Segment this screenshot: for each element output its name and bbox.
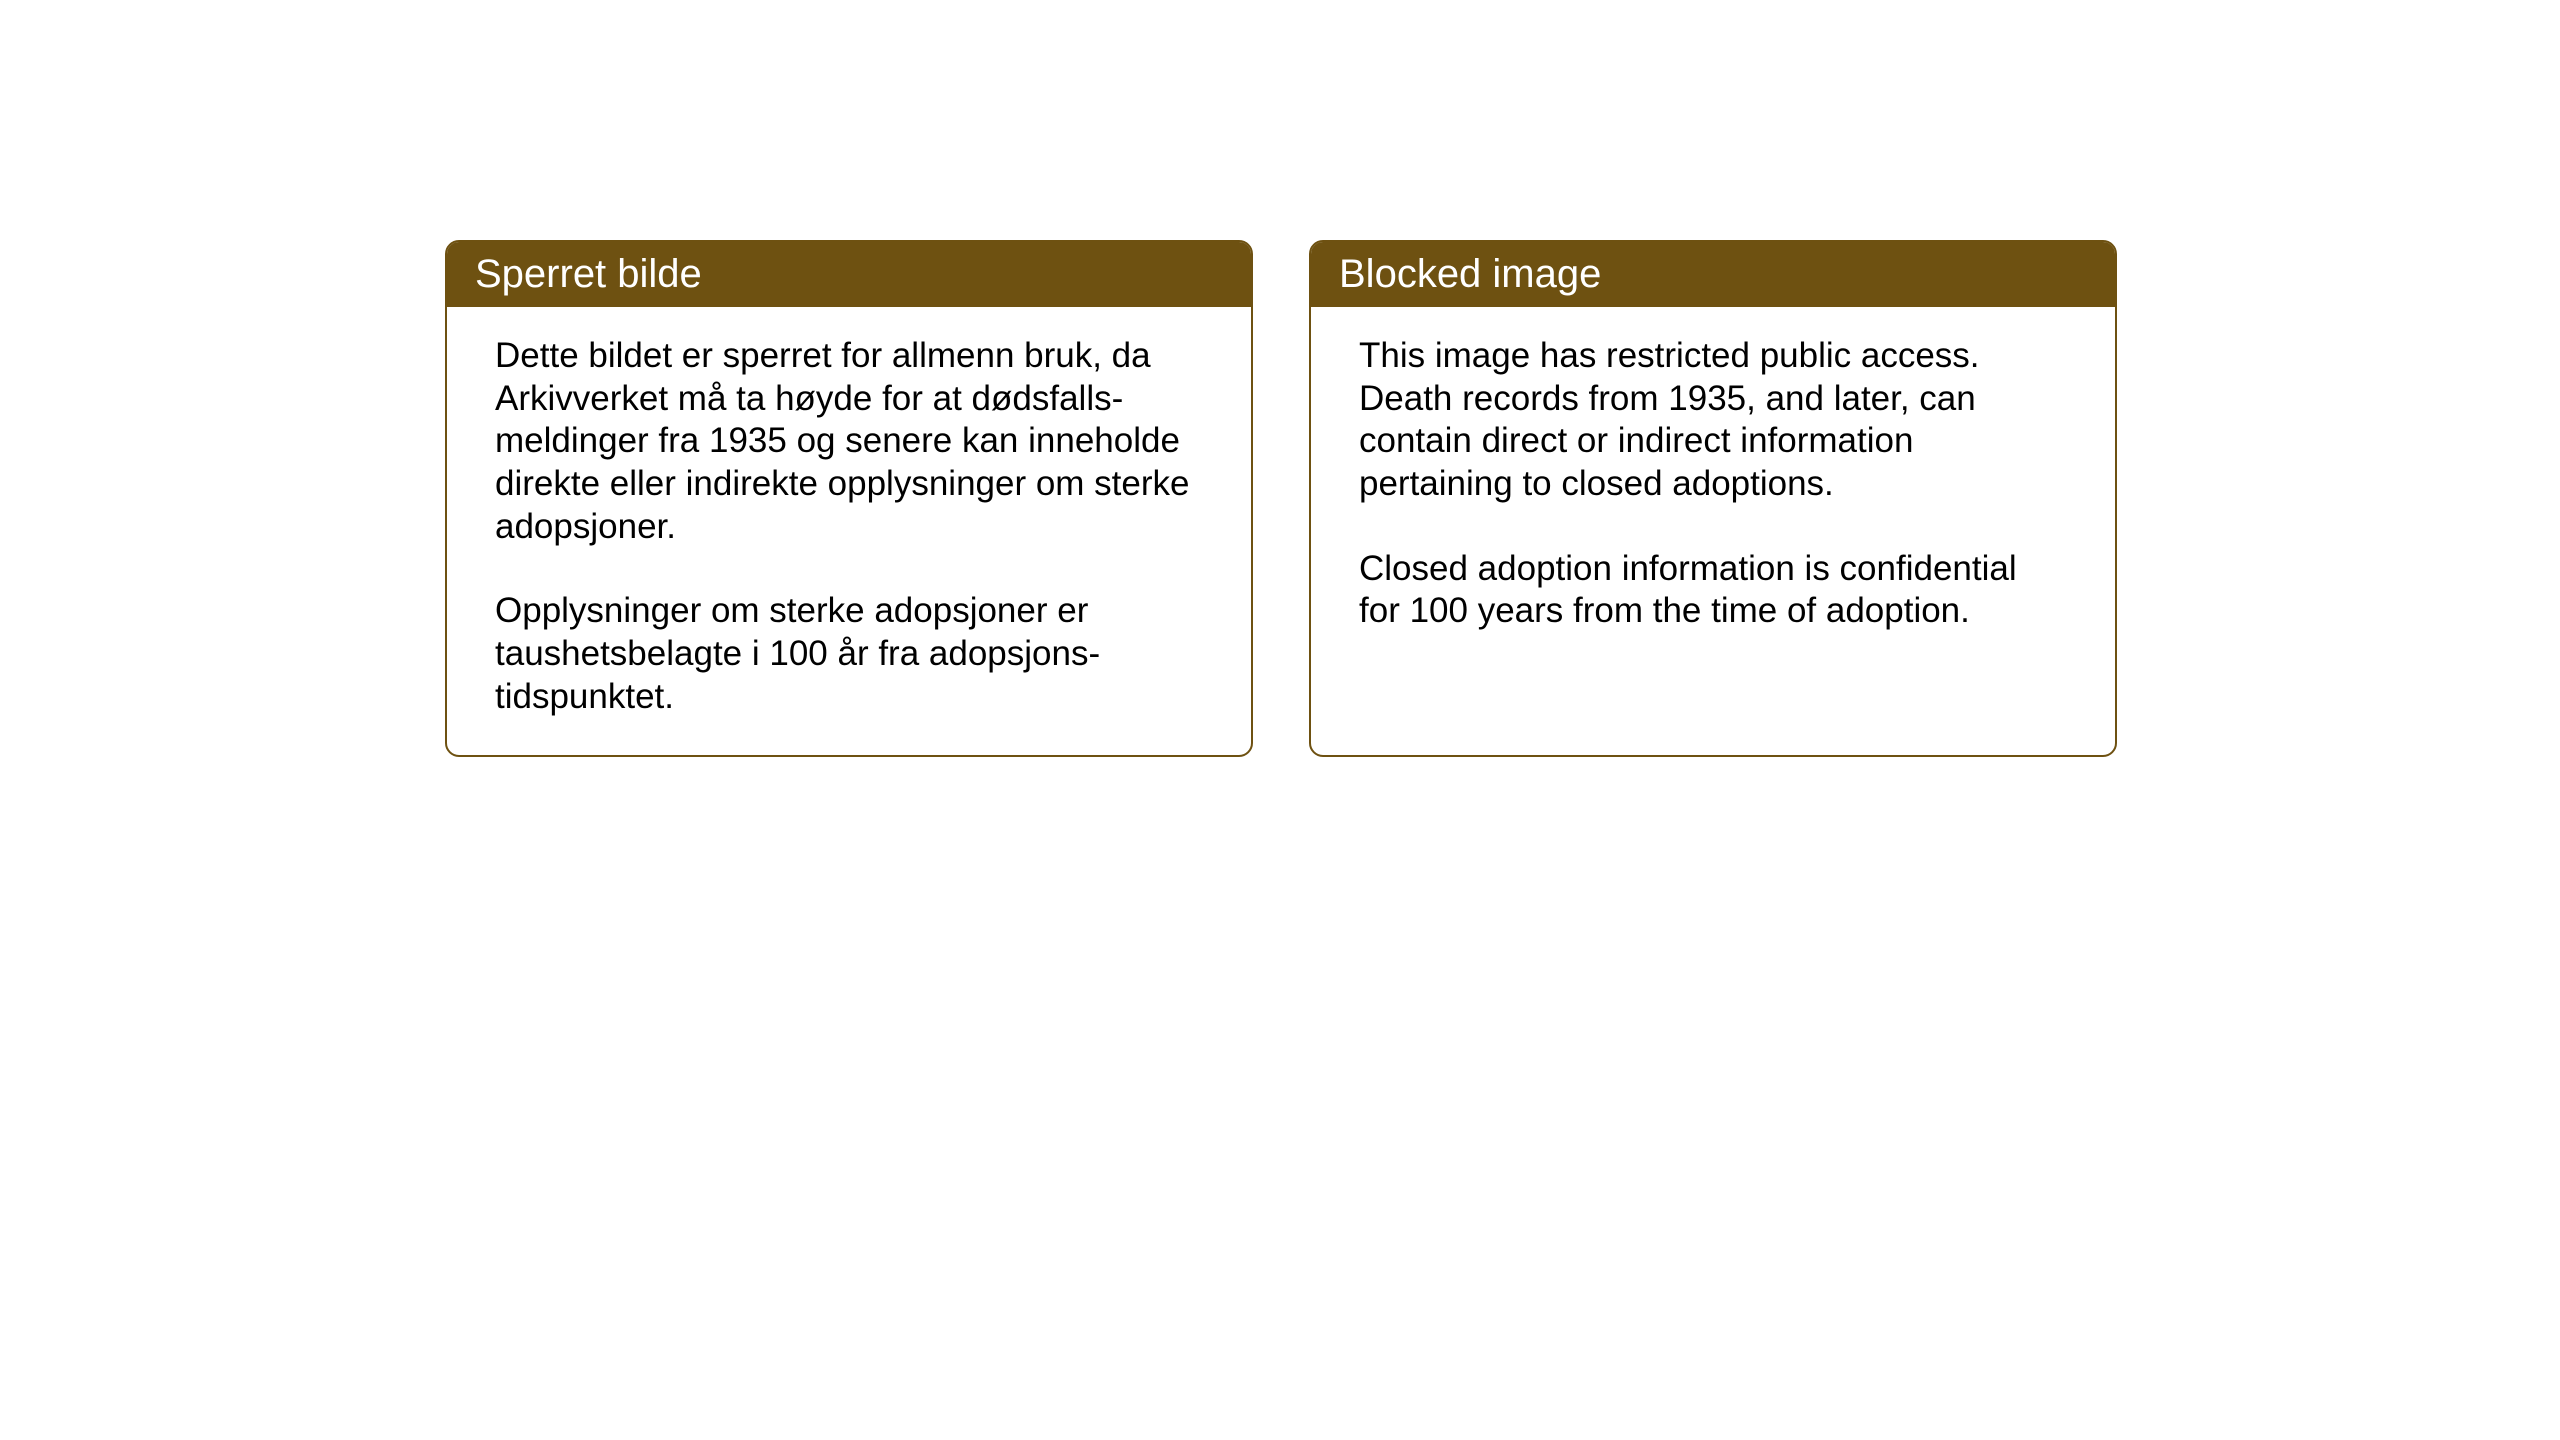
norwegian-notice-card: Sperret bilde Dette bildet er sperret fo… <box>445 240 1253 757</box>
norwegian-paragraph-2: Opplysninger om sterke adopsjoner er tau… <box>495 590 1203 718</box>
english-card-body: This image has restricted public access.… <box>1311 307 2115 669</box>
norwegian-card-body: Dette bildet er sperret for allmenn bruk… <box>447 307 1251 755</box>
english-paragraph-2: Closed adoption information is confident… <box>1359 548 2067 633</box>
english-card-title: Blocked image <box>1311 242 2115 307</box>
english-paragraph-1: This image has restricted public access.… <box>1359 335 2067 506</box>
norwegian-card-title: Sperret bilde <box>447 242 1251 307</box>
norwegian-paragraph-1: Dette bildet er sperret for allmenn bruk… <box>495 335 1203 548</box>
english-notice-card: Blocked image This image has restricted … <box>1309 240 2117 757</box>
notice-cards-container: Sperret bilde Dette bildet er sperret fo… <box>445 240 2117 757</box>
